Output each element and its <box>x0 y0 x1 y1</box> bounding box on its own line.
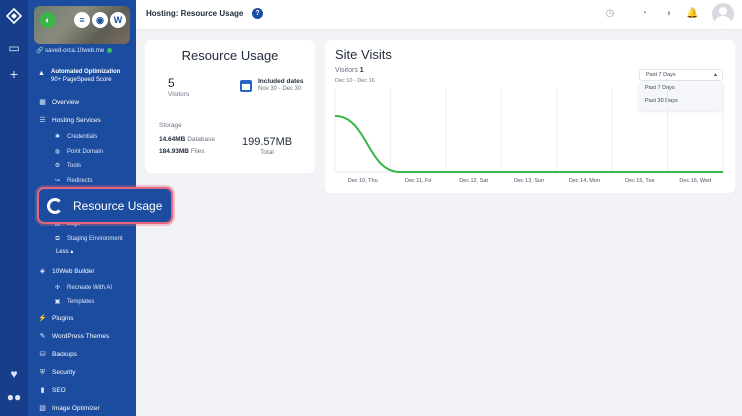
site-visits-title: Site Visits <box>335 47 392 62</box>
sidebar-item-security[interactable]: ⛨ Security <box>28 365 136 381</box>
site-visits-chart <box>334 88 724 174</box>
site-visits-range: Dec 10 - Dec 16 <box>335 78 375 84</box>
layers-icon: ◈ <box>39 268 46 275</box>
x-tick-label: Dec 14, Mon <box>568 178 601 184</box>
x-tick-label: Dec 13, Sun <box>513 178 545 184</box>
total-usage-value: 199.57MB <box>242 136 293 148</box>
included-dates-title: Included dates <box>258 78 304 85</box>
site-visits-card: Site Visits Visitors 1 Dec 10 - Dec 16 P… <box>325 40 735 193</box>
visitors-count: 5 <box>168 76 175 90</box>
backup-icon: ⛁ <box>39 351 46 358</box>
gauge-icon[interactable]: ◑ <box>664 8 672 19</box>
layers-icon[interactable]: ≡ <box>74 12 90 28</box>
clock-icon[interactable]: ◷ <box>605 8 615 19</box>
page-title: Hosting: Resource Usage <box>146 9 244 18</box>
visits-line <box>334 115 723 174</box>
brush-icon: ✎ <box>39 333 46 340</box>
logs-icon: ▤ <box>54 221 61 227</box>
redirect-icon: ↪ <box>54 178 61 184</box>
site-visits-visitors: Visitors 1 <box>335 67 364 74</box>
heart-icon[interactable]: ♥ <box>10 367 18 381</box>
x-tick-label: Dec 15, Tue <box>625 178 655 184</box>
wordpress-icon[interactable]: W <box>110 12 126 28</box>
grid-icon: ▦ <box>39 99 46 106</box>
sidebar-item-image-optimizer[interactable]: ▧ Image Optimizer <box>28 401 136 416</box>
sidebar-item-tools[interactable]: ⚙ Tools <box>28 159 136 173</box>
logo-icon[interactable] <box>5 7 23 25</box>
sidebar-item-wordpress-themes[interactable]: ✎ WordPress Themes <box>28 329 136 345</box>
sidebar-item-logs[interactable]: ▤ Logs <box>28 217 136 231</box>
eye-icon[interactable]: ◉ <box>92 12 108 28</box>
sidebar-item-seo[interactable]: ▮ SEO <box>28 383 136 399</box>
avatar[interactable] <box>712 3 734 25</box>
sidebar-item-plugins[interactable]: ⚡ Plugins <box>28 311 136 327</box>
icon-rail: ▭ + ♥ ●● <box>0 0 28 416</box>
globe-icon: ◍ <box>54 149 61 155</box>
resource-usage-card: Resource Usage 5 Visitors Included dates… <box>145 40 315 173</box>
sidebar-item-overview[interactable]: ▦ Overview <box>28 95 136 111</box>
rocket-icon: ▲ <box>38 70 45 77</box>
image-icon: ▧ <box>39 405 46 412</box>
total-usage-label: Total <box>260 149 274 156</box>
option-past-7-days[interactable]: Past 7 Days <box>645 85 675 91</box>
plus-icon[interactable]: + <box>9 66 19 82</box>
date-range-select[interactable]: Past 7 Days ▴ <box>639 69 723 81</box>
database-usage: 14.64MB Database <box>159 136 216 143</box>
speed-badge-icon: ◐ <box>40 12 56 28</box>
resource-usage-icon <box>47 197 63 214</box>
visitors-label: Visitors <box>168 91 190 98</box>
speed-icon[interactable]: ◔ <box>640 8 648 19</box>
automated-optimization[interactable]: ▲ Automated Optimization 90+ PageSpeed S… <box>38 69 121 83</box>
storage-label: Storage <box>159 122 182 129</box>
plug-icon: ⚡ <box>38 315 47 322</box>
help-icon[interactable]: ? <box>252 8 263 19</box>
sidebar-item-templates[interactable]: ▣ Templates <box>28 295 136 309</box>
x-tick-label: Dec 16, Wed <box>679 178 712 184</box>
sidebar-item-backups[interactable]: ⛁ Backups <box>28 347 136 363</box>
sidebar-item-redirects[interactable]: ↪ Redirects <box>28 174 136 188</box>
chevron-up-icon: ▴ <box>713 72 717 78</box>
files-usage: 184.93MB Files <box>159 148 205 155</box>
x-tick-label: Dec 12, Sat <box>459 178 488 184</box>
x-tick-label: Dec 10, Thu <box>347 178 378 184</box>
sidebar-item-point-domain[interactable]: ◍ Point Domain <box>28 145 136 159</box>
bell-icon[interactable]: 🔔 <box>686 8 699 19</box>
resource-usage-title: Resource Usage <box>181 48 279 63</box>
x-tick-label: Dec 11, Fri <box>404 178 432 184</box>
sidebar-item-10web-builder[interactable]: ◈ 10Web Builder <box>28 264 136 280</box>
shield-icon: ⛨ <box>39 369 46 376</box>
site-domain[interactable]: 🔗 saved-orca.10web.me <box>36 47 113 54</box>
less-toggle[interactable]: Less ▴ <box>56 249 74 255</box>
sidebar-item-hosting-services[interactable]: ☰ Hosting Services <box>28 113 136 129</box>
ai-icon: ✣ <box>54 285 61 291</box>
staging-icon: ⧉ <box>55 236 60 242</box>
included-dates-range: Nov 30 - Dec 30 <box>258 86 302 92</box>
date-range-menu: Past 7 Days Past 30 Days <box>639 82 723 110</box>
sidebar-item-staging[interactable]: ⧉ Staging Environment <box>28 232 136 246</box>
site-thumbnail[interactable]: ◐ ≡ ◉ W <box>34 6 130 44</box>
sidebar-item-recreate-with-ai[interactable]: ✣ Recreate With AI <box>28 281 136 295</box>
chart-icon: ▮ <box>40 387 45 394</box>
status-dot <box>107 47 113 53</box>
team-icon[interactable]: ●● <box>6 390 22 404</box>
templates-icon: ▣ <box>54 299 61 305</box>
tools-icon: ⚙ <box>54 163 61 169</box>
sidebar-item-resource-usage[interactable]: Resource Usage <box>37 187 173 224</box>
sidebar-item-credentials[interactable]: ✱ Credentials <box>28 130 136 144</box>
top-bar: Hosting: Resource Usage ? ◷ ◔ ◑ 🔔 <box>136 0 742 30</box>
calendar-icon <box>240 80 252 92</box>
folder-icon[interactable]: ▭ <box>8 41 20 55</box>
option-past-30-days[interactable]: Past 30 Days <box>645 98 678 104</box>
server-icon: ☰ <box>39 117 46 124</box>
key-icon: ✱ <box>54 134 61 140</box>
